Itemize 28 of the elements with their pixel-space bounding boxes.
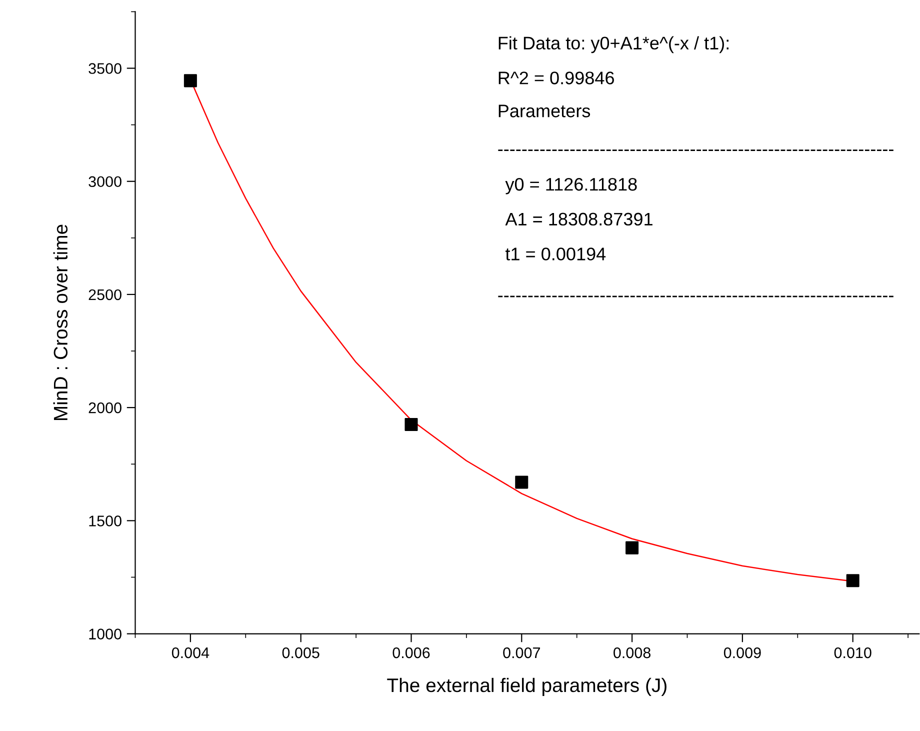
annotation: ------------------------------------------------------------------: [498, 296, 894, 298]
y-tick-label: 2500: [88, 289, 122, 300]
annotation: R^2 = 0.99846: [498, 72, 614, 84]
x-tick-label: 0.008: [614, 647, 650, 658]
y-tick-label: 3500: [88, 63, 122, 74]
x-tick-label: 0.010: [834, 647, 872, 658]
y-tick-label: 1000: [89, 628, 122, 640]
point: [515, 476, 528, 489]
annotation: y0 = 1126.11818: [505, 178, 637, 194]
x-tick-label: 0.006: [392, 647, 430, 658]
x-tick-label: 0.009: [724, 647, 761, 658]
point: [846, 574, 860, 588]
annotation: Fit Data to: y0+A1*e^(-x / t1):: [498, 36, 728, 54]
annotation: A1 = 18308.87391: [505, 212, 652, 226]
y-tick-label: 2000: [88, 402, 122, 414]
annotation: ------------------------------------------------------------------: [498, 150, 894, 151]
point: [404, 418, 418, 432]
annotation: t1 = 0.00194: [505, 248, 606, 260]
y-tick-label: 1500: [89, 516, 122, 526]
x-tick-label: 0.007: [503, 647, 540, 658]
x-axis-title: The external field parameters (J): [387, 678, 666, 696]
annotation: Parameters: [498, 104, 590, 118]
x-tick-label: 0.005: [282, 647, 320, 658]
point: [626, 541, 639, 554]
x-tick-label: 0.004: [172, 647, 210, 658]
y-tick-label: 3000: [88, 176, 122, 188]
y-axis-title: MinD : Cross over time: [53, 224, 68, 420]
point: [184, 74, 197, 88]
